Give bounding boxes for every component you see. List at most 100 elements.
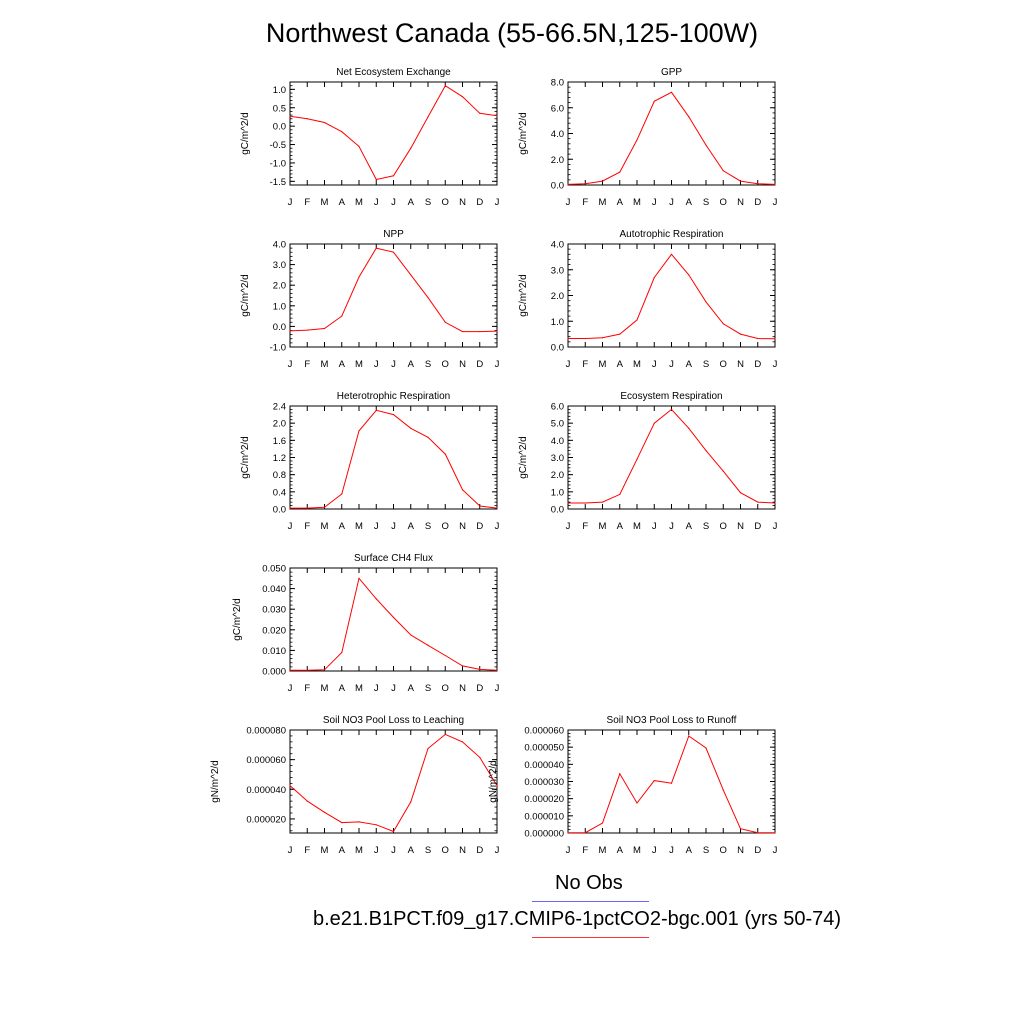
- legend-model-swatch: [532, 937, 649, 938]
- y-tick-label: 2.0: [273, 281, 286, 292]
- x-tick-label: J: [288, 683, 293, 694]
- y-axis-label: gC/m^2/d: [518, 436, 529, 479]
- x-tick-label: M: [355, 359, 363, 370]
- x-tick-label: J: [288, 197, 293, 208]
- y-tick-label: 2.0: [551, 291, 564, 302]
- data-point: [479, 112, 481, 114]
- data-point: [358, 276, 360, 278]
- y-tick-label: 0.000010: [524, 811, 564, 822]
- x-tick-label: O: [720, 521, 727, 532]
- data-point: [479, 330, 481, 333]
- data-point: [410, 147, 412, 149]
- x-tick-label: J: [495, 845, 500, 856]
- x-tick-label: N: [459, 683, 466, 694]
- x-tick-label: J: [669, 197, 674, 208]
- x-tick-label: O: [442, 845, 449, 856]
- x-tick-label: N: [737, 845, 744, 856]
- data-point: [392, 413, 395, 416]
- x-tick-label: O: [442, 521, 449, 532]
- data-point: [444, 85, 446, 87]
- y-tick-label: 0.000060: [246, 755, 286, 766]
- x-tick-label: J: [773, 197, 778, 208]
- x-tick-label: M: [599, 197, 607, 208]
- x-tick-label: M: [321, 521, 329, 532]
- x-tick-label: A: [617, 197, 624, 208]
- x-tick-label: M: [321, 197, 329, 208]
- x-tick-label: M: [355, 197, 363, 208]
- x-tick-label: A: [408, 683, 415, 694]
- x-tick-label: J: [773, 845, 778, 856]
- x-tick-label: J: [288, 359, 293, 370]
- x-tick-label: J: [391, 845, 396, 856]
- x-tick-label: M: [599, 845, 607, 856]
- panel-title: Soil NO3 Pool Loss to Leaching: [323, 715, 464, 726]
- y-tick-label: 0.000040: [524, 760, 564, 771]
- data-point: [757, 183, 759, 185]
- data-point: [461, 665, 464, 667]
- y-tick-label: 0.000050: [524, 743, 564, 754]
- x-tick-label: S: [425, 845, 431, 856]
- y-tick-label: 3.0: [273, 260, 286, 271]
- x-tick-label: M: [633, 845, 641, 856]
- x-tick-label: F: [582, 845, 588, 856]
- x-tick-label: J: [288, 845, 293, 856]
- y-axis-label: gC/m^2/d: [240, 274, 251, 317]
- x-tick-label: J: [669, 845, 674, 856]
- y-axis-label: gN/m^2/d: [488, 760, 499, 803]
- y-tick-label: 0.000060: [524, 726, 564, 737]
- data-point: [323, 506, 326, 508]
- data-point: [444, 733, 446, 736]
- x-tick-label: J: [652, 197, 657, 208]
- x-tick-label: J: [566, 359, 571, 370]
- data-point: [688, 735, 690, 737]
- y-tick-label: 1.0: [273, 301, 286, 312]
- data-point: [722, 323, 724, 325]
- x-tick-label: J: [652, 359, 657, 370]
- panel-title: Autotrophic Respiration: [620, 229, 724, 240]
- data-point: [584, 337, 586, 340]
- data-point: [619, 773, 621, 775]
- x-tick-label: J: [391, 683, 396, 694]
- x-tick-label: J: [391, 197, 396, 208]
- y-tick-label: 0.050: [262, 564, 286, 575]
- data-point: [670, 782, 673, 784]
- data-point: [653, 100, 655, 102]
- x-tick-label: A: [686, 845, 693, 856]
- data-point: [688, 274, 690, 276]
- x-tick-label: D: [754, 845, 761, 856]
- data-point: [774, 338, 776, 340]
- y-tick-label: 1.0: [551, 317, 564, 328]
- x-tick-label: M: [355, 845, 363, 856]
- x-tick-label: S: [703, 359, 709, 370]
- data-point: [410, 427, 412, 429]
- y-tick-label: 0.5: [273, 103, 286, 114]
- legend-no-obs-label: No Obs: [555, 872, 623, 894]
- plot-frame: [567, 729, 776, 834]
- data-point: [722, 170, 724, 172]
- x-tick-label: N: [737, 197, 744, 208]
- data-point: [427, 296, 429, 299]
- data-point: [341, 315, 343, 317]
- data-point: [358, 145, 360, 147]
- x-tick-label: J: [495, 197, 500, 208]
- x-tick-label: F: [304, 683, 310, 694]
- data-point: [375, 247, 377, 249]
- data-point: [636, 319, 638, 321]
- panel-title: Ecosystem Respiration: [620, 391, 722, 402]
- x-tick-label: N: [459, 521, 466, 532]
- x-tick-label: S: [425, 683, 431, 694]
- x-tick-label: J: [566, 197, 571, 208]
- data-point: [601, 180, 604, 182]
- y-axis-label: gC/m^2/d: [518, 274, 529, 317]
- data-point: [722, 789, 724, 791]
- y-tick-label: 0.0: [551, 505, 564, 516]
- x-tick-label: F: [304, 359, 310, 370]
- series-line-surface-ch4-flux: [290, 577, 498, 671]
- x-tick-label: A: [339, 521, 346, 532]
- x-tick-label: A: [686, 197, 693, 208]
- y-tick-label: 6.0: [551, 402, 564, 413]
- panel-title: Surface CH4 Flux: [354, 553, 433, 564]
- y-tick-label: 0.000080: [246, 726, 286, 737]
- data-point: [392, 175, 395, 177]
- data-point: [410, 274, 412, 276]
